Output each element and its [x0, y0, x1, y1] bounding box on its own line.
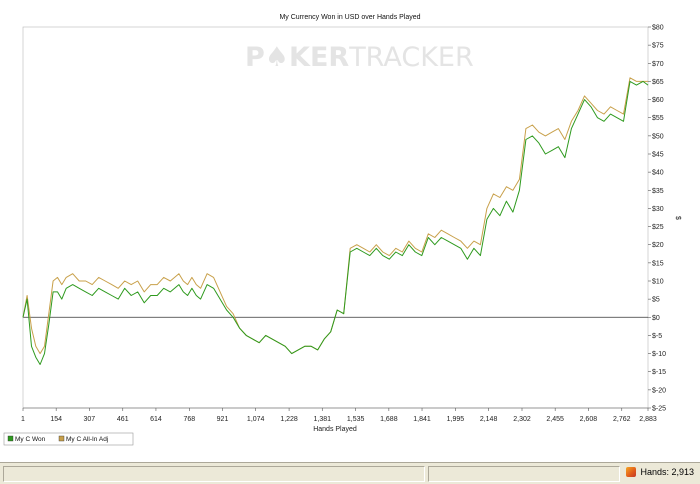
x-tick-label: 2,455 [546, 416, 564, 423]
y-tick-label: $-5 [652, 333, 662, 340]
legend-label-my-c-won: My C Won [15, 436, 46, 443]
x-tick-label: 461 [117, 416, 129, 423]
watermark-tracker: TRACKER [348, 42, 474, 73]
y-tick-label: $35 [652, 188, 664, 195]
x-tick-label: 1,535 [347, 416, 365, 423]
x-tick-label: 1,381 [314, 416, 332, 423]
legend-label-my-c-all-in-adj: My C All-In Adj [66, 436, 108, 443]
series-lines [22, 77, 649, 365]
x-tick-label: 768 [183, 416, 195, 423]
y-tick-label: $-25 [652, 406, 666, 413]
x-tick-label: 2,148 [480, 416, 498, 423]
y-tick-label: $5 [652, 297, 660, 304]
hands-label: Hands: 2,913 [640, 467, 694, 477]
y-tick-label: $-20 [652, 387, 666, 394]
status-bar: Hands: 2,913 [0, 462, 700, 484]
watermark-ker: KER [289, 42, 349, 73]
y-tick-label: $25 [652, 224, 664, 231]
svg-text:P♠KERTRACKER: P♠KERTRACKER [245, 42, 474, 73]
hands-count: Hands: 2,913 [626, 467, 694, 477]
y-tick-label: $50 [652, 133, 664, 140]
x-tick-label: 1,995 [447, 416, 465, 423]
x-tick-label: 614 [150, 416, 162, 423]
legend-swatch-my-c-all-in-adj [58, 435, 65, 442]
x-tick-label: 1,228 [280, 416, 298, 423]
x-tick-label: 1,074 [247, 416, 265, 423]
x-tick-label: 2,883 [639, 416, 657, 423]
x-tick-label: 921 [217, 416, 229, 423]
y-tick-label: $45 [652, 152, 664, 159]
watermark-p: P [245, 42, 265, 73]
x-tick-label: 2,762 [613, 416, 631, 423]
y-tick-label: $-15 [652, 369, 666, 376]
status-cell-1 [3, 466, 425, 482]
y-tick-label: $15 [652, 260, 664, 267]
x-tick-label: 307 [84, 416, 96, 423]
y-tick-label: $10 [652, 279, 664, 286]
y-tick-label: $75 [652, 43, 664, 50]
y-tick-label: $40 [652, 170, 664, 177]
hands-icon [626, 467, 637, 477]
x-tick-label: 2,608 [580, 416, 598, 423]
chart: My Currency Won in USD over Hands Played… [0, 0, 700, 462]
chart-background [0, 0, 700, 462]
legend: My C Won My C All-In Adj [3, 432, 134, 446]
x-axis: 1 154 307 461 614 768 921 1,074 1,228 1,381 1,535 1… [21, 407, 657, 423]
y-tick-label: $60 [652, 97, 664, 104]
x-tick-label: 1,841 [413, 416, 431, 423]
watermark-logo: P♠KERTRACKER [245, 42, 474, 73]
status-cell-2 [428, 466, 620, 482]
y-tick-label: $-10 [652, 351, 666, 358]
y-tick-label: $55 [652, 115, 664, 122]
y-tick-label: $80 [652, 25, 664, 32]
series-line-my-c-won [22, 80, 649, 365]
x-tick-label: 1 [21, 416, 25, 423]
y-tick-label: $30 [652, 206, 664, 213]
legend-box [3, 432, 134, 446]
chart-title: My Currency Won in USD over Hands Played [279, 14, 420, 21]
legend-swatch-my-c-won [7, 435, 14, 442]
x-tick-label: 154 [50, 416, 62, 423]
y-tick-label: $70 [652, 61, 664, 68]
y-axis: $80 $75 $70 $65 $60 $55 $50 $45 $40 $35 $30 $25 $20 $… [648, 25, 666, 413]
y-tick-label: $0 [652, 315, 660, 322]
watermark-spade-icon: ♠ [265, 42, 289, 73]
x-axis-label: Hands Played [313, 426, 357, 433]
y-tick-label: $65 [652, 79, 664, 86]
y-tick-label: $20 [652, 242, 664, 249]
x-tick-label: 1,688 [380, 416, 398, 423]
x-tick-label: 2,302 [513, 416, 531, 423]
y-axis-label: $ [674, 216, 681, 220]
